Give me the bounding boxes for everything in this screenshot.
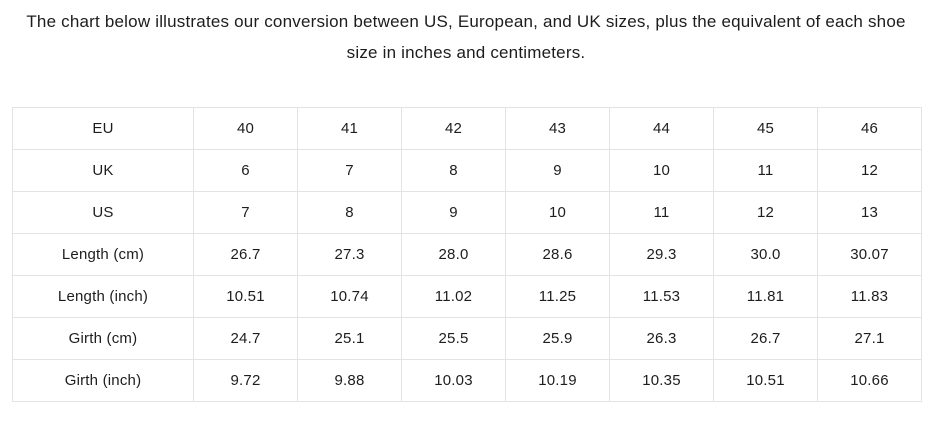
table-cell: 45	[713, 107, 818, 150]
table-cell: 10.35	[609, 359, 714, 402]
table-cell: 6	[193, 149, 298, 192]
table-cell: 9	[401, 191, 506, 234]
table-cell: 12	[713, 191, 818, 234]
table-cell: 41	[297, 107, 402, 150]
table-cell: 11.83	[817, 275, 922, 318]
table-cell: 9.72	[193, 359, 298, 402]
table-cell: 10.66	[817, 359, 922, 402]
table-cell: 10	[609, 149, 714, 192]
size-conversion-table: EU 40 41 42 43 44 45 46 UK 6 7 8 9 10 11…	[12, 107, 922, 402]
table-cell: 27.3	[297, 233, 402, 276]
table-cell: 10.74	[297, 275, 402, 318]
table-cell: 9.88	[297, 359, 402, 402]
table-cell: 10.51	[193, 275, 298, 318]
row-header-uk: UK	[12, 149, 194, 192]
table-row-uk: UK 6 7 8 9 10 11 12	[12, 149, 922, 192]
table-row-us: US 7 8 9 10 11 12 13	[12, 191, 922, 234]
table-cell: 8	[401, 149, 506, 192]
table-row-length-inch: Length (inch) 10.51 10.74 11.02 11.25 11…	[12, 275, 922, 318]
table-cell: 42	[401, 107, 506, 150]
table-cell: 46	[817, 107, 922, 150]
table-cell: 25.5	[401, 317, 506, 360]
table-cell: 11.53	[609, 275, 714, 318]
table-cell: 11.25	[505, 275, 610, 318]
table-cell: 44	[609, 107, 714, 150]
table-cell: 10.03	[401, 359, 506, 402]
table-cell: 11	[609, 191, 714, 234]
table-cell: 10.19	[505, 359, 610, 402]
table-cell: 30.0	[713, 233, 818, 276]
row-header-girth-inch: Girth (inch)	[12, 359, 194, 402]
row-header-eu: EU	[12, 107, 194, 150]
table-cell: 30.07	[817, 233, 922, 276]
table-cell: 11	[713, 149, 818, 192]
table-cell: 10.51	[713, 359, 818, 402]
table-cell: 25.9	[505, 317, 610, 360]
table-cell: 11.81	[713, 275, 818, 318]
row-header-us: US	[12, 191, 194, 234]
table-cell: 10	[505, 191, 610, 234]
table-row-eu: EU 40 41 42 43 44 45 46	[12, 107, 922, 150]
row-header-length-cm: Length (cm)	[12, 233, 194, 276]
table-cell: 29.3	[609, 233, 714, 276]
row-header-girth-cm: Girth (cm)	[12, 317, 194, 360]
table-cell: 9	[505, 149, 610, 192]
table-cell: 25.1	[297, 317, 402, 360]
table-row-girth-cm: Girth (cm) 24.7 25.1 25.5 25.9 26.3 26.7…	[12, 317, 922, 360]
table-cell: 40	[193, 107, 298, 150]
row-header-length-inch: Length (inch)	[12, 275, 194, 318]
table-cell: 7	[297, 149, 402, 192]
table-cell: 26.7	[193, 233, 298, 276]
table-cell: 28.0	[401, 233, 506, 276]
table-cell: 8	[297, 191, 402, 234]
table-cell: 12	[817, 149, 922, 192]
table-cell: 43	[505, 107, 610, 150]
table-cell: 11.02	[401, 275, 506, 318]
table-cell: 27.1	[817, 317, 922, 360]
table-cell: 13	[817, 191, 922, 234]
table-cell: 24.7	[193, 317, 298, 360]
table-row-girth-inch: Girth (inch) 9.72 9.88 10.03 10.19 10.35…	[12, 359, 922, 402]
table-cell: 26.3	[609, 317, 714, 360]
table-cell: 28.6	[505, 233, 610, 276]
table-row-length-cm: Length (cm) 26.7 27.3 28.0 28.6 29.3 30.…	[12, 233, 922, 276]
table-cell: 26.7	[713, 317, 818, 360]
table-cell: 7	[193, 191, 298, 234]
chart-description-heading: The chart below illustrates our conversi…	[26, 12, 906, 62]
